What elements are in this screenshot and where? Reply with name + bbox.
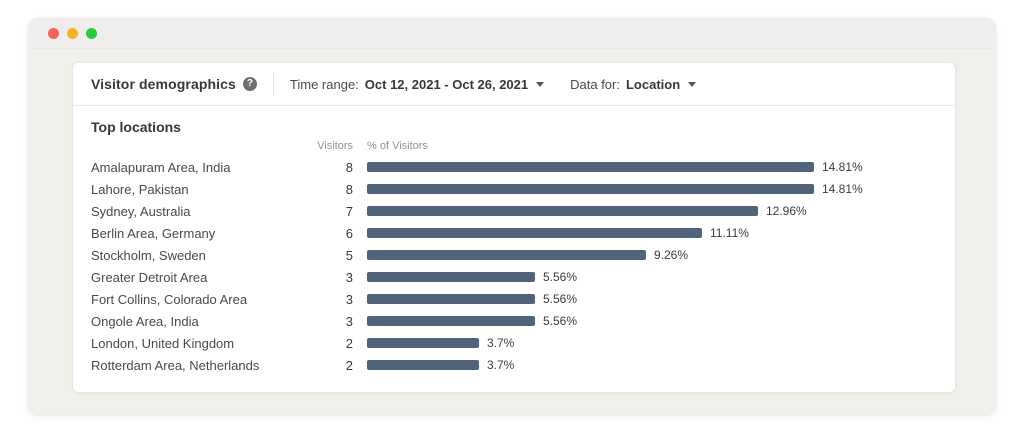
visitor-count: 2 <box>345 335 353 351</box>
percent-label: 14.81% <box>822 160 863 174</box>
visitor-bar <box>367 338 479 348</box>
bar-wrap: 12.96% <box>367 204 807 218</box>
bar-wrap: 5.56% <box>367 292 577 306</box>
bar-wrap: 3.7% <box>367 336 514 350</box>
location-label: Stockholm, Sweden <box>91 247 206 263</box>
percent-label: 9.26% <box>654 248 689 262</box>
location-label: Greater Detroit Area <box>91 269 208 285</box>
percent-label: 11.11% <box>710 226 749 240</box>
location-row: Amalapuram Area, India 8 14.81% <box>91 156 937 178</box>
visitor-bar <box>367 360 479 370</box>
location-row: Fort Collins, Colorado Area 3 5.56% <box>91 288 937 310</box>
data-for-dropdown[interactable]: Data for: Location <box>570 76 697 92</box>
location-row: Sydney, Australia 7 12.96% <box>91 200 937 222</box>
percent-label: 3.7% <box>487 358 515 372</box>
window-maximize-button[interactable] <box>86 27 97 39</box>
chevron-down-icon <box>688 81 697 87</box>
visitor-bar <box>367 184 814 194</box>
location-row: Greater Detroit Area 3 5.56% <box>91 266 937 288</box>
location-row: Berlin Area, Germany 6 11.11% <box>91 222 937 244</box>
visitor-bar <box>367 294 535 304</box>
location-label: London, United Kingdom <box>91 335 235 351</box>
bar-wrap: 14.81% <box>367 182 863 196</box>
header-divider <box>272 72 274 96</box>
location-row: Rotterdam Area, Netherlands 2 3.7% <box>91 354 937 376</box>
time-range-label: Time range: <box>289 76 359 92</box>
percent-label: 14.81% <box>822 182 863 196</box>
location-row: Ongole Area, India 3 5.56% <box>91 310 937 332</box>
section-title: Top locations <box>91 119 181 135</box>
column-header-visitors: Visitors <box>317 140 353 152</box>
visitor-demographics-card: Visitor demographics ? Time range: Oct 1… <box>72 62 956 393</box>
chevron-down-icon <box>536 81 545 87</box>
visitor-bar <box>367 316 535 326</box>
location-row: Stockholm, Sweden 5 9.26% <box>91 244 937 266</box>
location-label: Sydney, Australia <box>91 203 191 219</box>
percent-label: 3.7% <box>487 336 515 350</box>
location-row: London, United Kingdom 2 3.7% <box>91 332 937 354</box>
visitor-bar <box>367 250 646 260</box>
bar-wrap: 9.26% <box>367 248 688 262</box>
browser-window: Visitor demographics ? Time range: Oct 1… <box>28 18 996 415</box>
visitor-count: 2 <box>345 357 353 373</box>
visitor-count: 8 <box>345 159 353 175</box>
percent-label: 5.56% <box>543 314 578 328</box>
bar-wrap: 5.56% <box>367 314 577 328</box>
visitor-count: 6 <box>345 225 353 241</box>
visitor-count: 3 <box>345 313 353 329</box>
location-label: Berlin Area, Germany <box>91 225 216 241</box>
data-for-value: Location <box>625 76 681 92</box>
percent-label: 5.56% <box>543 292 578 306</box>
column-headers: Visitors % of Visitors <box>91 140 937 152</box>
visitor-count: 8 <box>345 181 353 197</box>
visitor-bar <box>367 162 814 172</box>
location-label: Ongole Area, India <box>91 313 199 329</box>
visitor-bar <box>367 272 535 282</box>
time-range-value: Oct 12, 2021 - Oct 26, 2021 <box>364 76 529 92</box>
bar-wrap: 14.81% <box>367 160 863 174</box>
locations-list: Amalapuram Area, India 8 14.81% Lahore, … <box>91 156 937 376</box>
location-row: Lahore, Pakistan 8 14.81% <box>91 178 937 200</box>
percent-label: 12.96% <box>766 204 807 218</box>
bar-wrap: 11.11% <box>367 226 749 240</box>
window-minimize-button[interactable] <box>67 27 78 39</box>
visitor-count: 3 <box>345 291 353 307</box>
visitor-count: 3 <box>345 269 353 285</box>
visitor-count: 7 <box>345 203 353 219</box>
card-header: Visitor demographics ? Time range: Oct 1… <box>73 63 955 106</box>
window-titlebar <box>28 18 996 49</box>
bar-wrap: 3.7% <box>367 358 514 372</box>
location-label: Rotterdam Area, Netherlands <box>91 357 260 373</box>
card-title: Visitor demographics <box>91 76 236 92</box>
location-label: Lahore, Pakistan <box>91 181 189 197</box>
card-body: Top locations Visitors % of Visitors Ama… <box>73 106 955 376</box>
location-label: Amalapuram Area, India <box>91 159 231 175</box>
column-header-percent: % of Visitors <box>367 140 428 152</box>
time-range-dropdown[interactable]: Time range: Oct 12, 2021 - Oct 26, 2021 <box>289 76 545 92</box>
percent-label: 5.56% <box>543 270 578 284</box>
data-for-label: Data for: <box>570 76 620 92</box>
visitor-count: 5 <box>345 247 353 263</box>
visitor-bar <box>367 206 758 216</box>
help-icon[interactable]: ? <box>242 77 257 91</box>
visitor-bar <box>367 228 702 238</box>
bar-wrap: 5.56% <box>367 270 577 284</box>
window-close-button[interactable] <box>48 27 59 39</box>
location-label: Fort Collins, Colorado Area <box>91 291 248 307</box>
